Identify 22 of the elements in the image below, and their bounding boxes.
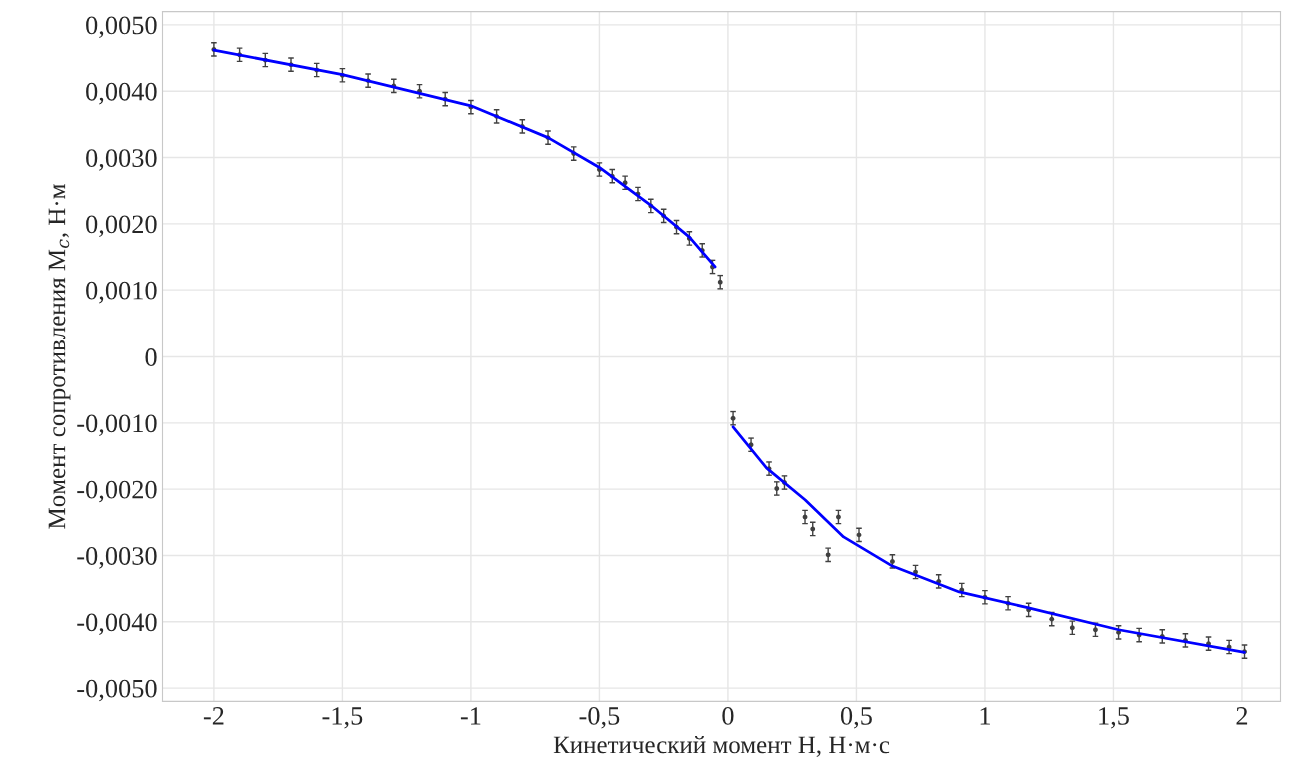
y-tick-label: 0,0030 bbox=[86, 149, 157, 171]
y-tick-label: -0,0040 bbox=[77, 613, 157, 635]
y-tick-label: 0,0040 bbox=[86, 82, 157, 105]
y-tick-label: -0,0050 bbox=[77, 679, 157, 702]
y-tick-label: 0,0020 bbox=[86, 215, 157, 238]
y-tick-label: -0,0010 bbox=[77, 414, 157, 437]
x-tick-label: 0 bbox=[722, 707, 734, 725]
y-tick-label: 0 bbox=[145, 348, 157, 366]
x-tick-label: -2 bbox=[203, 707, 224, 725]
x-tick-label: 0,5 bbox=[840, 707, 872, 729]
x-tick-label: 1,5 bbox=[1099, 707, 1129, 729]
y-axis-title: Момент сопротивления M$_{с}$, Н·м bbox=[48, 184, 71, 529]
x-axis-title: Кинетический момент H, Н·м·с bbox=[553, 735, 890, 757]
y-tick-label: 0,0050 bbox=[86, 16, 157, 39]
x-tick-label: -1 bbox=[460, 707, 481, 725]
y-tick-label: 0,0010 bbox=[86, 281, 157, 304]
x-tick-label: -1,5 bbox=[322, 707, 363, 729]
y-tick-label: -0,0030 bbox=[77, 547, 157, 569]
x-tick-label: 1 bbox=[980, 707, 990, 725]
y-tick-label: -0,0020 bbox=[77, 480, 157, 503]
x-tick-label: 2 bbox=[1236, 707, 1248, 725]
x-tick-label: -0,5 bbox=[579, 707, 620, 729]
